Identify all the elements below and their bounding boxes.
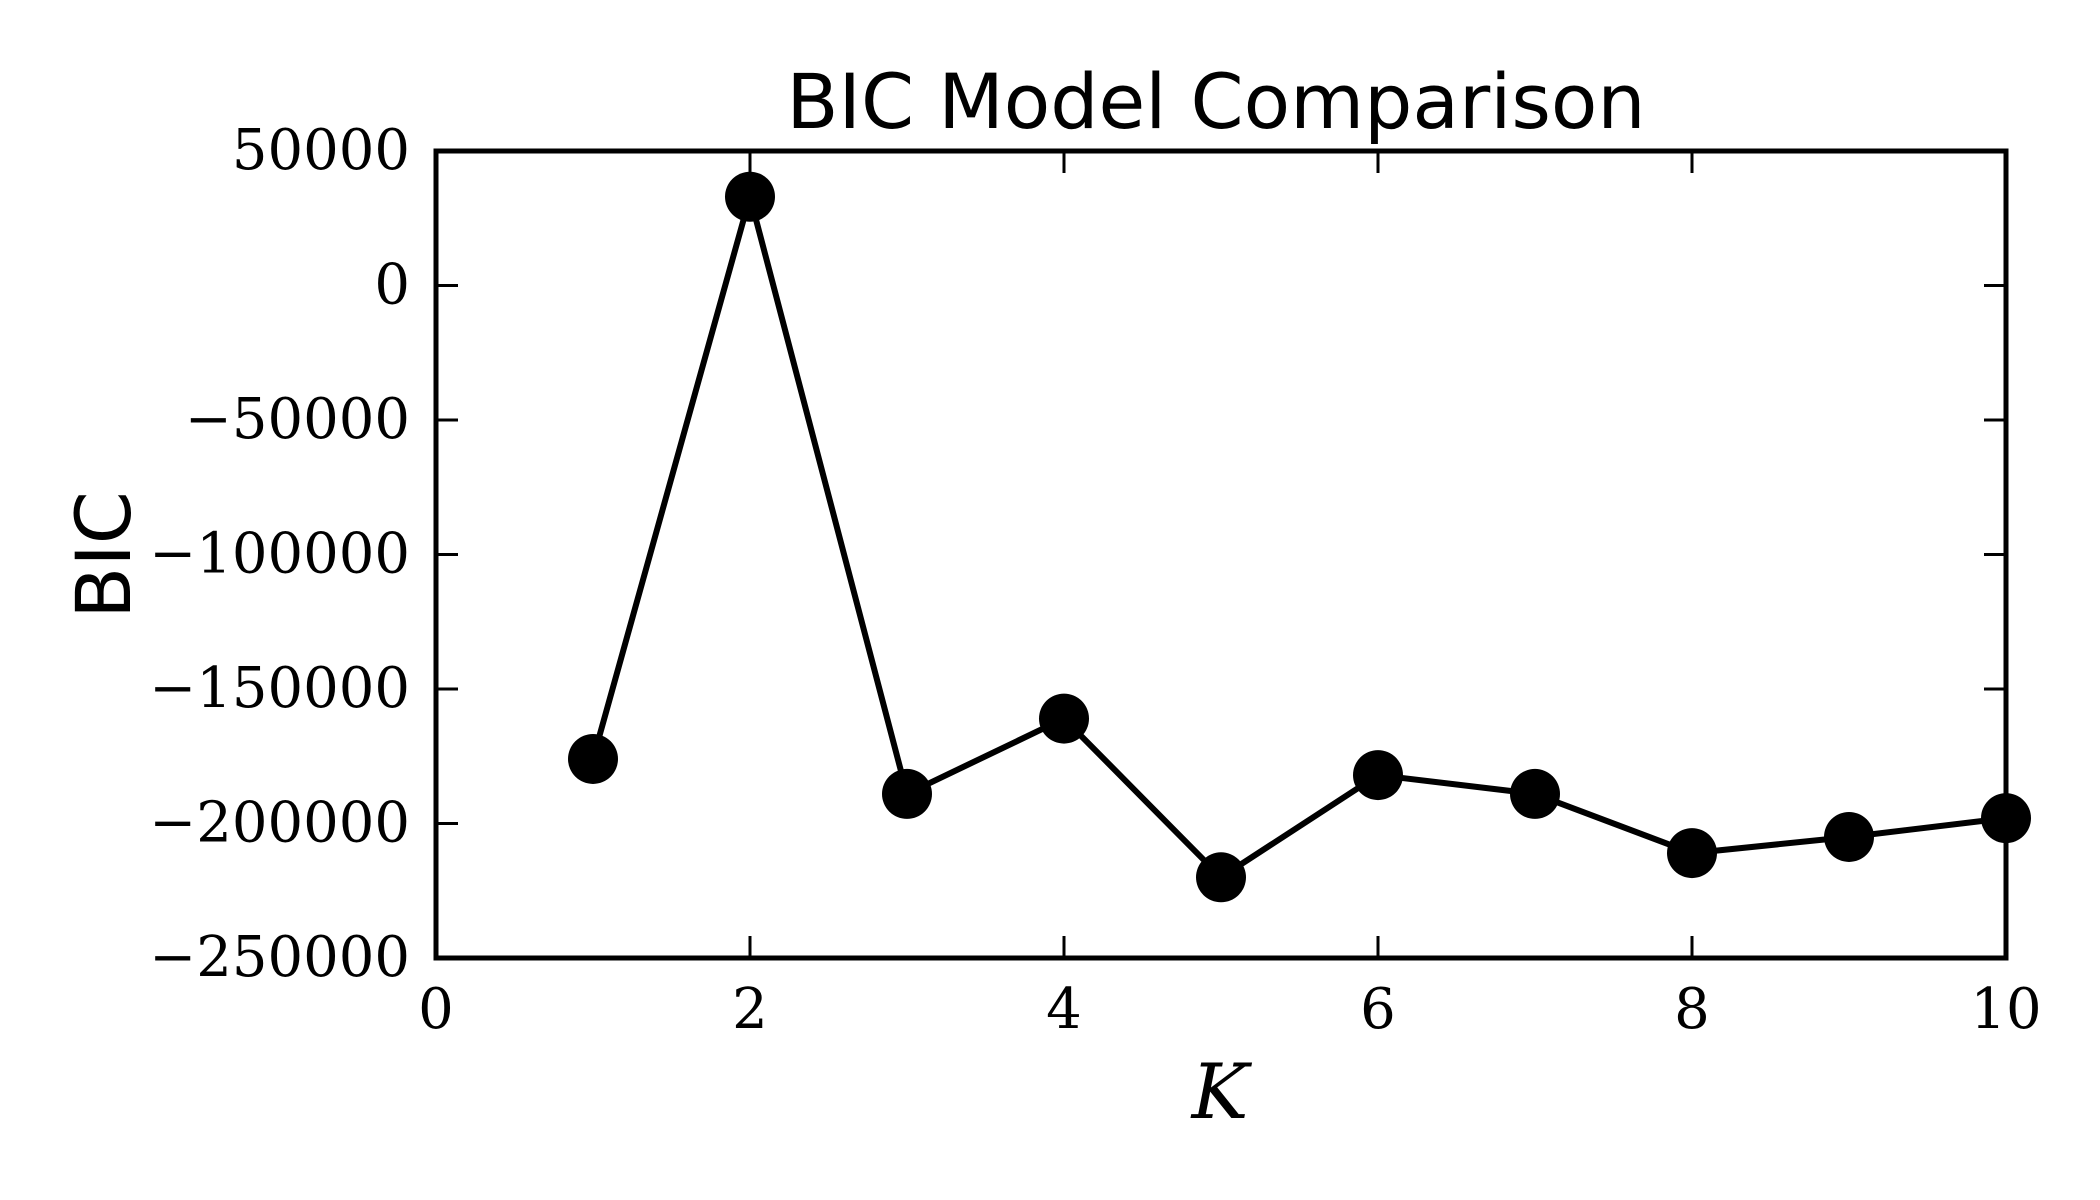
axes-group: 0 2 4 6 8 10 50000 0 −50000 −100000 −150000 −200000… xyxy=(149,118,2041,1042)
x-axis-label: K xyxy=(1190,1047,1253,1136)
y-tick-label: −100000 xyxy=(149,522,410,587)
data-marks-group xyxy=(568,171,2031,903)
data-point xyxy=(725,171,775,222)
data-point xyxy=(1353,750,1403,801)
series-line xyxy=(590,193,2007,881)
data-point xyxy=(882,768,932,819)
y-tick-label: −250000 xyxy=(149,925,410,990)
y-axis-label: BIC xyxy=(59,491,148,619)
x-tick-label: 0 xyxy=(418,977,454,1042)
x-tick-label: 6 xyxy=(1360,977,1396,1042)
data-point xyxy=(568,733,618,784)
y-tick-label: 50000 xyxy=(232,118,410,183)
data-point xyxy=(1196,852,1246,903)
chart-title: BIC Model Comparison xyxy=(786,57,1645,146)
data-point xyxy=(1510,768,1560,819)
data-point xyxy=(1039,693,1089,744)
y-tick-label: −150000 xyxy=(149,656,410,721)
y-tick-label: −200000 xyxy=(149,791,410,856)
y-tick-label: 0 xyxy=(374,253,410,318)
data-point xyxy=(1824,811,1874,862)
x-tick-label: 4 xyxy=(1046,977,1082,1042)
data-point xyxy=(1667,828,1717,879)
y-tick-label: −50000 xyxy=(185,387,410,452)
x-tick-label: 2 xyxy=(732,977,768,1042)
x-tick-label: 10 xyxy=(1970,977,2041,1042)
plot-frame xyxy=(433,148,2009,961)
x-tick-label: 8 xyxy=(1674,977,1710,1042)
